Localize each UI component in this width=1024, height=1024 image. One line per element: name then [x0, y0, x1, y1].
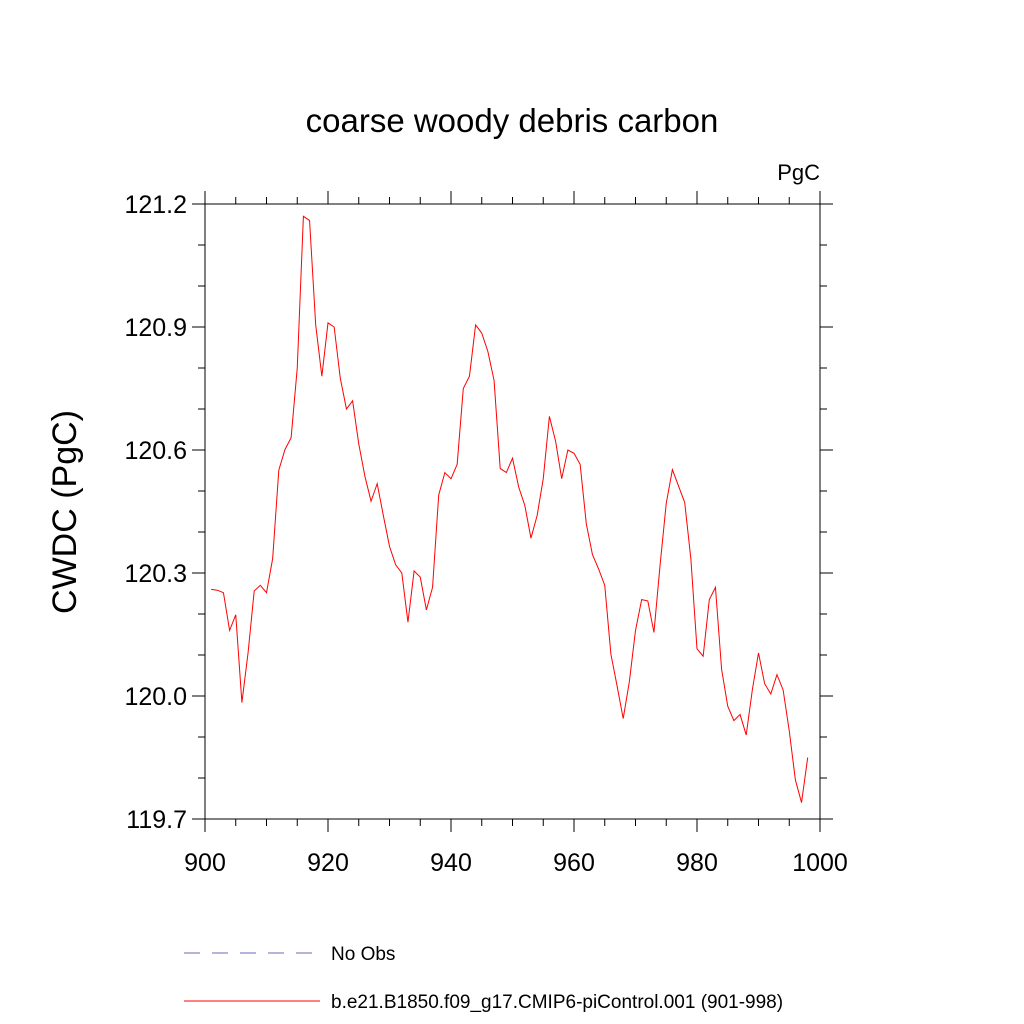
- x-tick-label: 940: [430, 849, 472, 877]
- plot-frame: [204, 203, 821, 820]
- legend-label-no-obs: No Obs: [331, 944, 395, 965]
- x-tick-label: 900: [184, 849, 226, 877]
- series-layer: [211, 215, 809, 803]
- y-tick-label: 120.3: [124, 560, 187, 588]
- x-tick-label: 1000: [792, 849, 848, 877]
- y-tick-label: 121.2: [124, 191, 187, 219]
- x-tick-label: 920: [307, 849, 349, 877]
- x-axis: 900 920 940 960 980 1000: [184, 191, 848, 877]
- y-tick-label: 120.0: [124, 683, 187, 711]
- series-line-picontrol: [211, 215, 809, 803]
- y-tick-label: 120.6: [124, 437, 187, 465]
- y-axis-label: CWDC (PgC): [46, 410, 84, 614]
- legend: No Obs b.e21.B1850.f09_g17.CMIP6-piContr…: [184, 944, 783, 1013]
- legend-label-picontrol: b.e21.B1850.f09_g17.CMIP6-piControl.001 …: [331, 992, 783, 1013]
- y-tick-label: 120.9: [124, 314, 187, 342]
- y-axis: 119.7 120.0 120.3 120.6 120.9 121.2: [124, 191, 833, 834]
- chart-title: coarse woody debris carbon: [306, 102, 719, 139]
- units-label: PgC: [777, 160, 820, 185]
- axes: [204, 203, 821, 820]
- y-tick-label: 119.7: [126, 806, 187, 834]
- x-tick-label: 980: [676, 849, 718, 877]
- x-tick-label: 960: [553, 849, 595, 877]
